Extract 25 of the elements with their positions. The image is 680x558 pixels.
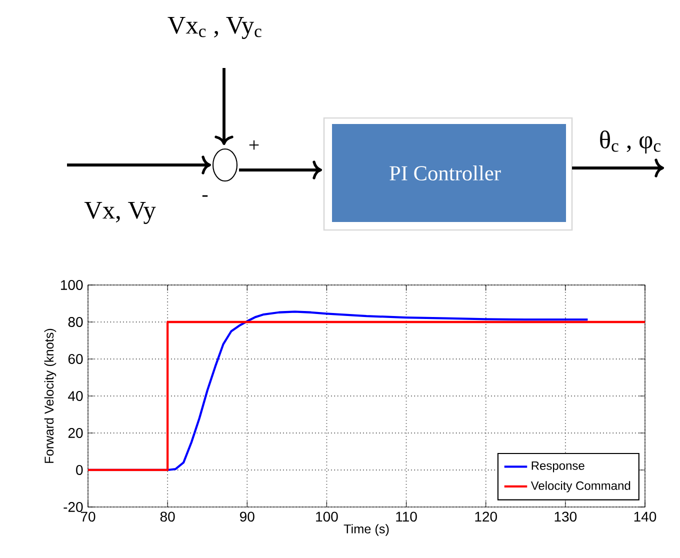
text: - <box>202 195 208 197</box>
x-tick-label: 120 <box>475 512 497 522</box>
text: Vx, Vy <box>84 202 156 224</box>
y-tick-label: 60 <box>68 354 83 364</box>
y-tick-label: 0 <box>76 465 83 475</box>
x-tick-label: 90 <box>240 512 254 522</box>
text: θ$_{c}$ , φ$_{c}$ <box>600 130 661 154</box>
y-tick-label: -20 <box>64 502 83 512</box>
text: Vx$_{c}$ , Vy$_{c}$ <box>168 16 262 40</box>
text: + <box>249 140 259 150</box>
x-tick-label: 130 <box>554 512 577 522</box>
y-tick-label: 20 <box>68 428 83 438</box>
x-tick-label: 110 <box>396 512 417 522</box>
x-tick-label: 100 <box>316 512 338 522</box>
x-tick-label: 140 <box>634 512 656 522</box>
y-tick-label: 40 <box>68 391 83 401</box>
y-tick-label: 80 <box>68 317 83 327</box>
legend-label: Response <box>532 462 584 472</box>
x-axis-title: Time (s) <box>344 524 389 536</box>
x-tick-label: 80 <box>160 512 175 522</box>
legend-label: Velocity Command <box>530 481 630 492</box>
y-tick-label: 100 <box>61 280 83 290</box>
x-tick-label: 70 <box>80 512 96 522</box>
text: PI Controller <box>390 165 501 181</box>
y-axis-title: Forward Velocity (knots) <box>44 328 56 463</box>
